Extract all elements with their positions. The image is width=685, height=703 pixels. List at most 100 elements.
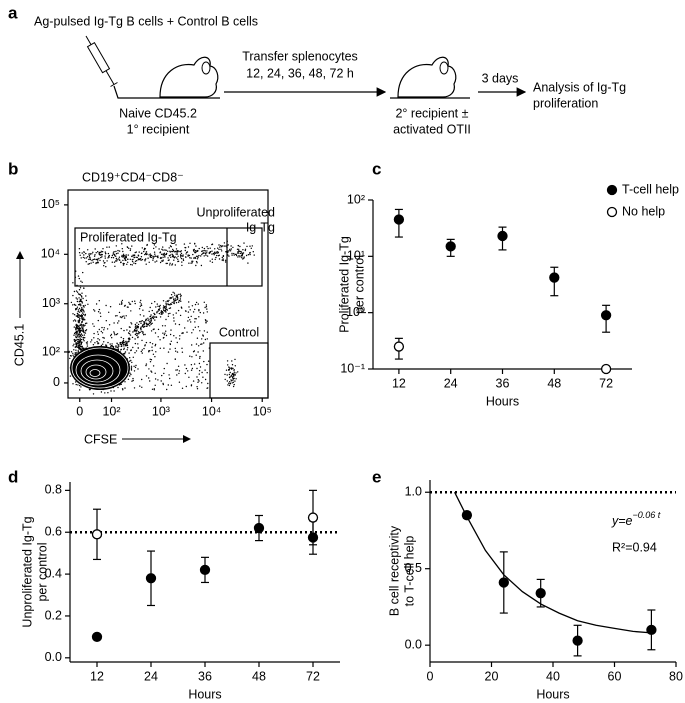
- event-dot: [85, 295, 87, 297]
- event-dot: [98, 257, 100, 260]
- event-dot: [79, 254, 81, 256]
- event-dot: [77, 275, 80, 277]
- event-dot: [70, 301, 73, 304]
- event-dot: [103, 341, 105, 343]
- event-dot: [97, 251, 99, 253]
- event-dot: [96, 331, 99, 333]
- event-dot: [150, 254, 153, 257]
- event-dot: [194, 326, 196, 328]
- event-dot: [134, 329, 136, 331]
- event-dot: [202, 312, 205, 314]
- x-tick-label: 80: [669, 669, 683, 683]
- event-dot: [169, 264, 171, 266]
- event-dot: [106, 246, 108, 248]
- panel-label: e: [372, 467, 381, 486]
- event-dot: [72, 304, 74, 306]
- event-dot: [144, 248, 147, 250]
- event-dot: [108, 246, 111, 248]
- event-dot: [81, 334, 84, 336]
- event-dot: [189, 309, 191, 311]
- event-dot: [135, 332, 137, 334]
- event-dot: [237, 244, 239, 247]
- event-dot: [126, 342, 128, 344]
- event-dot: [86, 322, 88, 324]
- event-dot: [94, 254, 96, 256]
- event-dot: [165, 253, 168, 256]
- x-tick-label: 0: [76, 404, 83, 418]
- event-dot: [134, 342, 137, 345]
- event-dot: [221, 256, 223, 259]
- event-dot: [121, 243, 123, 245]
- event-dot: [121, 388, 124, 390]
- event-dot: [249, 253, 251, 256]
- event-dot: [118, 345, 120, 347]
- event-dot: [223, 242, 226, 244]
- event-dot: [154, 255, 156, 257]
- event-dot: [104, 251, 107, 253]
- fit-curve: [454, 491, 652, 634]
- event-dot: [168, 299, 170, 302]
- event-dot: [79, 317, 81, 320]
- event-dot: [187, 246, 190, 248]
- event-dot: [173, 300, 175, 303]
- event-dot: [116, 259, 118, 261]
- event-dot: [145, 251, 148, 253]
- event-dot: [149, 358, 151, 360]
- event-dot: [235, 378, 237, 380]
- event-dot: [98, 308, 101, 311]
- event-dot: [166, 300, 169, 302]
- event-dot: [145, 364, 147, 367]
- event-dot: [152, 365, 155, 367]
- event-dot: [112, 253, 114, 255]
- event-dot: [72, 313, 74, 315]
- event-dot: [104, 257, 107, 259]
- event-dot: [157, 328, 160, 331]
- event-dot: [83, 334, 86, 336]
- event-dot: [103, 329, 105, 331]
- event-dot: [82, 348, 84, 350]
- event-dot: [113, 322, 115, 324]
- event-dot: [111, 337, 113, 339]
- equation-exponent: −0.06 t: [633, 510, 661, 520]
- event-dot: [198, 310, 200, 312]
- event-dot: [222, 259, 224, 262]
- event-dot: [86, 343, 88, 345]
- event-dot: [233, 252, 235, 255]
- event-dot: [229, 248, 231, 251]
- event-dot: [192, 253, 194, 256]
- event-dot: [165, 304, 168, 306]
- event-dot: [235, 254, 238, 257]
- event-dot: [83, 287, 85, 289]
- event-dot: [130, 365, 133, 367]
- event-dot: [175, 369, 177, 371]
- event-dot: [79, 327, 81, 330]
- event-dot: [181, 347, 183, 349]
- event-dot: [102, 260, 105, 262]
- event-dot: [180, 306, 183, 308]
- event-dot: [77, 340, 79, 343]
- event-dot: [252, 251, 254, 253]
- event-dot: [91, 339, 93, 341]
- legend-marker: [606, 206, 618, 218]
- event-dot: [154, 261, 156, 263]
- event-dot: [158, 248, 160, 250]
- event-dot: [127, 306, 129, 308]
- event-dot: [77, 342, 79, 345]
- event-dot: [199, 311, 201, 314]
- event-dot: [141, 258, 144, 261]
- event-dot: [164, 256, 166, 258]
- event-dot: [77, 330, 79, 332]
- event-dot: [162, 300, 165, 302]
- event-dot: [185, 310, 187, 312]
- event-dot: [76, 343, 78, 345]
- x-tick-label: 36: [496, 376, 510, 390]
- event-dot: [170, 384, 173, 386]
- event-dot: [175, 350, 177, 352]
- event-dot: [81, 312, 84, 314]
- event-dot: [120, 349, 122, 351]
- event-dot: [208, 252, 210, 255]
- event-dot: [138, 251, 140, 253]
- event-dot: [85, 329, 88, 331]
- event-dot: [201, 338, 203, 340]
- event-dot: [159, 304, 161, 307]
